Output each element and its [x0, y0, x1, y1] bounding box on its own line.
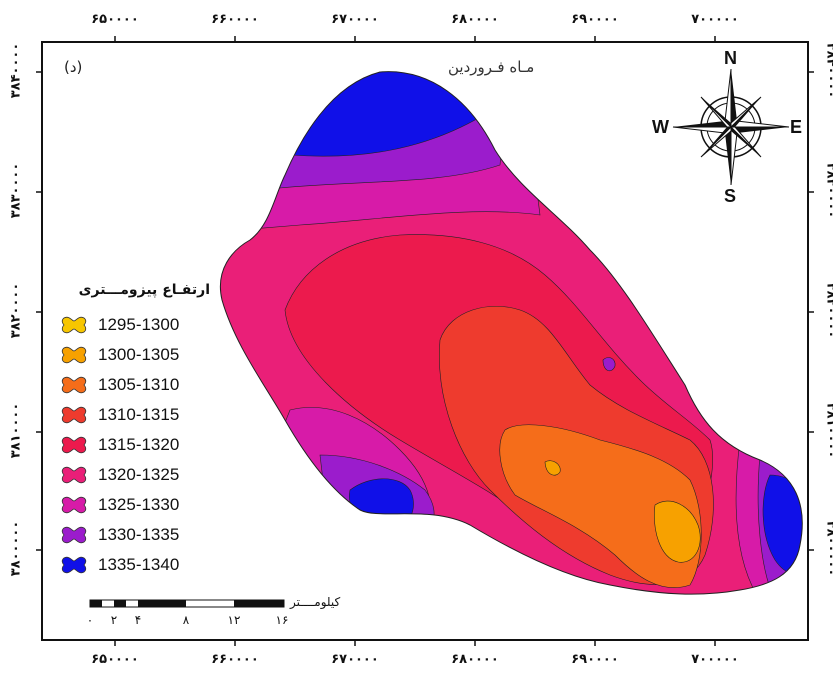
compass-north-label: N: [724, 48, 737, 68]
x-tick-top-6: ۷۰۰۰۰۰: [691, 12, 739, 27]
scale-tick-12: ۱۲: [227, 613, 241, 627]
legend-swatch: [61, 346, 87, 364]
legend-label: 1325-1330: [98, 495, 180, 514]
legend-item: 1300-1305: [60, 340, 220, 370]
x-tick-bottom-6: ۷۰۰۰۰۰: [691, 652, 739, 667]
legend-item: 1305-1310: [60, 370, 220, 400]
legend-label: 1315-1320: [98, 435, 180, 454]
legend-label: 1335-1340: [98, 555, 180, 574]
x-tick-top-4: ۶۸۰۰۰۰: [451, 12, 499, 27]
scale-tick-2: ۲: [110, 613, 118, 627]
legend-label: 1320-1325: [98, 465, 180, 484]
zone-1335-1340-southwest: [349, 478, 414, 529]
compass-west-label: W: [652, 117, 669, 137]
legend-items: 1295-1300 1300-1305 1305-1310 1310-1315 1315…: [60, 310, 220, 580]
compass-rose-icon: [672, 68, 790, 186]
legend: ارتفـاع پیزومـــتری 1295-1300 1300-1305 13…: [60, 282, 220, 580]
y-tick-right-1: ۳۸۴۰۰۰۰: [823, 42, 833, 99]
legend-swatch: [61, 436, 87, 454]
legend-title: ارتفـاع پیزومـــتری: [78, 282, 210, 298]
map-frame: [41, 41, 809, 641]
legend-swatch: [61, 526, 87, 544]
frame-ticks: [36, 36, 814, 646]
legend-swatch: [61, 406, 87, 424]
y-tick-left-1: ۳۸۴۰۰۰۰: [8, 42, 24, 99]
legend-label: 1295-1300: [98, 315, 180, 334]
x-tick-bottom-1: ۶۵۰۰۰۰: [91, 652, 139, 667]
legend-item: 1325-1330: [60, 490, 220, 520]
y-tick-left-4: ۳۸۱۰۰۰۰: [8, 402, 24, 459]
y-tick-right-3: ۳۸۲۰۰۰۰: [823, 282, 833, 339]
scale-tick-0: ۰: [86, 613, 94, 627]
zone-1300-1305: [654, 500, 701, 563]
x-tick-top-3: ۶۷۰۰۰۰: [331, 12, 379, 27]
scale-tick-8: ۸: [182, 613, 190, 627]
y-tick-right-2: ۳۸۳۰۰۰۰: [823, 162, 833, 219]
x-tick-bottom-3: ۶۷۰۰۰۰: [331, 652, 379, 667]
compass-south-label: S: [724, 186, 737, 206]
zone-1330-1335-pocket: [602, 357, 616, 372]
legend-swatch: [61, 466, 87, 484]
legend-swatch: [61, 556, 87, 574]
x-tick-top-1: ۶۵۰۰۰۰: [91, 12, 139, 27]
y-tick-right-5: ۳۸۰۰۰۰۰: [823, 520, 833, 577]
aquifer-boundary: [220, 71, 803, 595]
legend-label: 1330-1335: [98, 525, 180, 544]
legend-item: 1295-1300: [60, 310, 220, 340]
y-tick-left-3: ۳۸۲۰۰۰۰: [8, 282, 24, 339]
legend-label: 1305-1310: [98, 375, 180, 394]
legend-item: 1335-1340: [60, 550, 220, 580]
scale-bar: [89, 599, 285, 608]
y-tick-left-5: ۳۸۰۰۰۰۰: [8, 520, 24, 577]
x-tick-bottom-5: ۶۹۰۰۰۰: [571, 652, 619, 667]
y-tick-left-2: ۳۸۳۰۰۰۰: [8, 162, 24, 219]
x-tick-top-2: ۶۶۰۰۰۰: [211, 12, 259, 27]
legend-item: 1330-1335: [60, 520, 220, 550]
scale-tick-4: ۴: [134, 613, 142, 627]
legend-item: 1310-1315: [60, 400, 220, 430]
legend-label: 1310-1315: [98, 405, 180, 424]
legend-swatch: [61, 316, 87, 334]
panel-label: (د): [64, 58, 83, 76]
scale-unit-label: کیلومــــتر: [290, 595, 341, 609]
map-title: مـاه فـروردین: [448, 58, 535, 76]
compass-east-label: E: [790, 117, 803, 137]
legend-item: 1315-1320: [60, 430, 220, 460]
legend-item: 1320-1325: [60, 460, 220, 490]
zone-1300-1305-small: [544, 460, 561, 476]
scale-tick-16: ۱۶: [275, 613, 289, 627]
legend-swatch: [61, 496, 87, 514]
y-tick-right-4: ۳۸۱۰۰۰۰: [823, 402, 833, 459]
x-tick-bottom-4: ۶۸۰۰۰۰: [451, 652, 499, 667]
legend-label: 1300-1305: [98, 345, 180, 364]
x-tick-top-5: ۶۹۰۰۰۰: [571, 12, 619, 27]
x-tick-bottom-2: ۶۶۰۰۰۰: [211, 652, 259, 667]
legend-swatch: [61, 376, 87, 394]
